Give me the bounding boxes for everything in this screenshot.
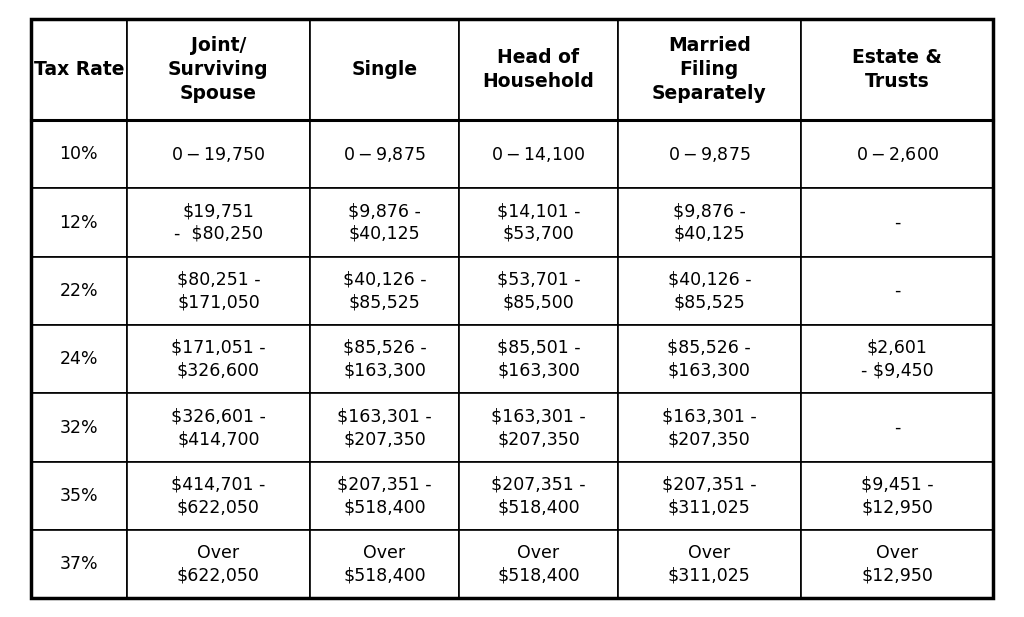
Bar [459, 19, 617, 120]
Text: $207,351 -
$518,400: $207,351 - $518,400 [337, 476, 432, 516]
Text: Estate &
Trusts: Estate & Trusts [852, 48, 942, 91]
Bar [801, 188, 993, 257]
Text: $85,526 -
$163,300: $85,526 - $163,300 [668, 339, 752, 379]
Bar [127, 188, 310, 257]
Bar [31, 120, 127, 188]
Bar [31, 19, 127, 120]
Text: 22%: 22% [59, 282, 98, 300]
Text: 12%: 12% [59, 213, 98, 231]
Bar [459, 257, 617, 325]
Bar [801, 530, 993, 598]
Bar [459, 120, 617, 188]
Text: $0 - $9,875: $0 - $9,875 [668, 144, 751, 164]
Bar [127, 530, 310, 598]
Text: -: - [894, 213, 900, 231]
Bar [617, 19, 801, 120]
Bar [459, 325, 617, 394]
Text: Over
$518,400: Over $518,400 [498, 544, 580, 585]
Text: $19,751
-  $80,250: $19,751 - $80,250 [174, 202, 263, 243]
Bar [459, 188, 617, 257]
Bar [617, 462, 801, 530]
Text: $40,126 -
$85,525: $40,126 - $85,525 [343, 270, 426, 312]
Bar [617, 325, 801, 394]
Text: $40,126 -
$85,525: $40,126 - $85,525 [668, 270, 752, 312]
Bar [459, 394, 617, 462]
Text: $9,451 -
$12,950: $9,451 - $12,950 [861, 476, 933, 516]
Text: $171,051 -
$326,600: $171,051 - $326,600 [171, 339, 266, 379]
Text: -: - [894, 282, 900, 300]
Bar [127, 462, 310, 530]
Bar [31, 257, 127, 325]
Bar [801, 462, 993, 530]
Text: -: - [894, 418, 900, 437]
Bar [127, 325, 310, 394]
Bar [127, 257, 310, 325]
Bar [801, 19, 993, 120]
Bar [617, 394, 801, 462]
Text: 10%: 10% [59, 145, 98, 163]
Bar [801, 394, 993, 462]
Text: $414,701 -
$622,050: $414,701 - $622,050 [171, 476, 265, 516]
Bar [801, 257, 993, 325]
Bar [459, 462, 617, 530]
Bar [31, 530, 127, 598]
Text: $163,301 -
$207,350: $163,301 - $207,350 [492, 407, 586, 448]
Text: Joint/
Surviving
Spouse: Joint/ Surviving Spouse [168, 36, 268, 103]
Text: 35%: 35% [59, 487, 98, 505]
Text: Single: Single [351, 60, 418, 79]
Text: Head of
Household: Head of Household [482, 48, 594, 91]
Text: $207,351 -
$311,025: $207,351 - $311,025 [662, 476, 757, 516]
Bar [617, 257, 801, 325]
Text: Over
$311,025: Over $311,025 [668, 544, 751, 585]
Bar [459, 530, 617, 598]
Text: Tax Rate: Tax Rate [34, 60, 124, 79]
Text: $80,251 -
$171,050: $80,251 - $171,050 [176, 270, 260, 312]
Bar [617, 188, 801, 257]
Text: $85,501 -
$163,300: $85,501 - $163,300 [497, 339, 581, 379]
Text: $0 - $14,100: $0 - $14,100 [492, 144, 586, 164]
Bar [31, 325, 127, 394]
Text: Over
$12,950: Over $12,950 [861, 544, 933, 585]
Text: 24%: 24% [59, 350, 98, 368]
Text: Married
Filing
Separately: Married Filing Separately [652, 36, 767, 103]
Text: $0 - $2,600: $0 - $2,600 [855, 144, 939, 164]
Text: $163,301 -
$207,350: $163,301 - $207,350 [662, 407, 757, 448]
Bar [310, 188, 459, 257]
Bar [801, 325, 993, 394]
Text: Over
$518,400: Over $518,400 [343, 544, 426, 585]
Bar [31, 394, 127, 462]
Text: $85,526 -
$163,300: $85,526 - $163,300 [343, 339, 426, 379]
Text: $0 - $19,750: $0 - $19,750 [171, 144, 265, 164]
Bar [310, 257, 459, 325]
Bar [310, 19, 459, 120]
Bar [310, 530, 459, 598]
Bar [31, 462, 127, 530]
Text: $2,601
- $9,450: $2,601 - $9,450 [861, 339, 933, 379]
Text: 37%: 37% [59, 555, 98, 573]
Text: $163,301 -
$207,350: $163,301 - $207,350 [337, 407, 432, 448]
Text: 32%: 32% [59, 418, 98, 437]
Text: $207,351 -
$518,400: $207,351 - $518,400 [492, 476, 586, 516]
Bar [310, 394, 459, 462]
Bar [127, 120, 310, 188]
Text: $53,701 -
$85,500: $53,701 - $85,500 [497, 270, 581, 312]
Text: $14,101 -
$53,700: $14,101 - $53,700 [497, 202, 581, 243]
Bar [127, 394, 310, 462]
Text: $9,876 -
$40,125: $9,876 - $40,125 [348, 202, 421, 243]
Bar [31, 188, 127, 257]
Bar [801, 120, 993, 188]
Bar [127, 19, 310, 120]
Bar [617, 530, 801, 598]
Text: $9,876 -
$40,125: $9,876 - $40,125 [673, 202, 745, 243]
Bar [617, 120, 801, 188]
Bar [310, 325, 459, 394]
Bar [310, 120, 459, 188]
Bar [310, 462, 459, 530]
Text: $326,601 -
$414,700: $326,601 - $414,700 [171, 407, 266, 448]
Text: Over
$622,050: Over $622,050 [177, 544, 260, 585]
Text: $0 - $9,875: $0 - $9,875 [343, 144, 426, 164]
